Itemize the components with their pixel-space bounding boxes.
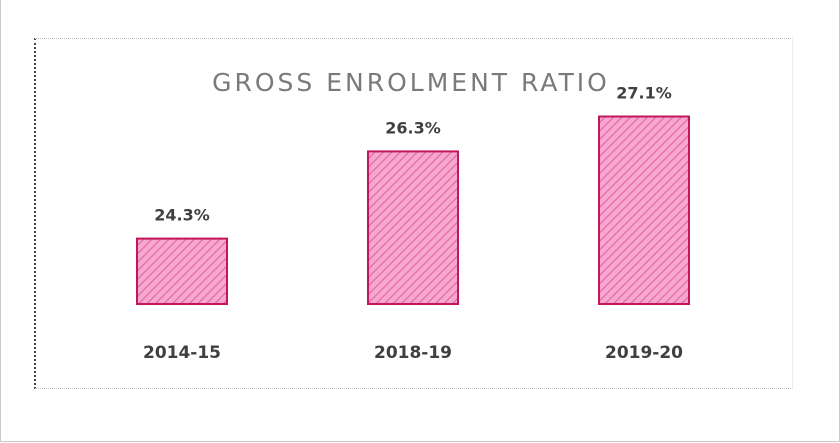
- bar-marks: 24.3% 2014-15 26.3% 2018-19 27.1% 2019-20: [136, 84, 690, 363]
- chart-title: GROSS ENROLMENT RATIO: [212, 68, 610, 97]
- x-tick-label-2014-15: 2014-15: [143, 343, 221, 363]
- data-label-2014-15: 24.3%: [154, 206, 210, 225]
- data-label-2018-19: 26.3%: [385, 118, 441, 137]
- data-label-2019-20: 27.1%: [616, 84, 672, 103]
- x-tick-label-2018-19: 2018-19: [374, 343, 452, 363]
- bar-2018-19: [367, 150, 459, 305]
- x-tick-label-2019-20: 2019-20: [605, 343, 683, 363]
- bar-2014-15: [136, 237, 228, 306]
- chart-area: [34, 38, 793, 389]
- bar-2019-20: [598, 115, 690, 305]
